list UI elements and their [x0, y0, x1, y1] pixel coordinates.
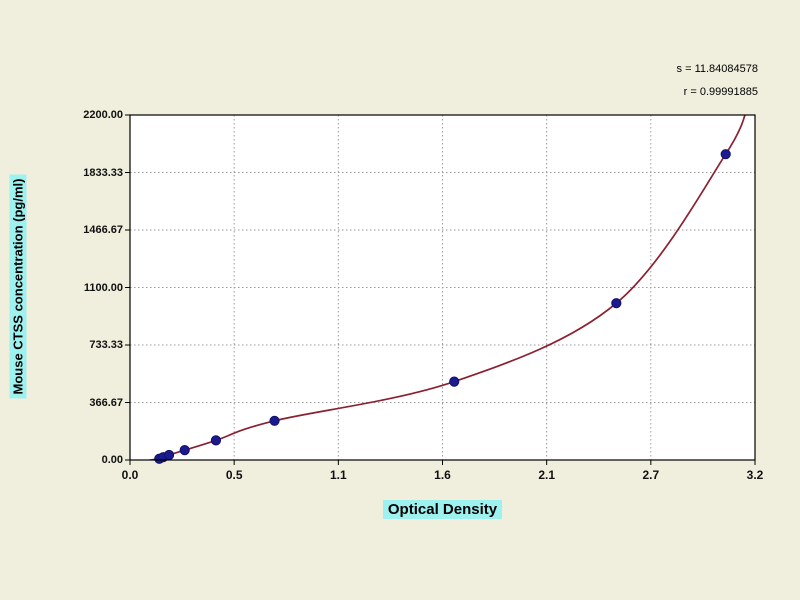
- x-tick-label: 2.1: [538, 468, 555, 482]
- fit-statistics: s = 11.84084578 r = 0.99991885: [677, 58, 758, 104]
- data-point: [179, 445, 190, 456]
- y-tick-label: 1466.67: [83, 224, 123, 236]
- x-tick-label: 0.0: [121, 468, 139, 482]
- y-tick-label: 1833.33: [83, 166, 123, 179]
- data-point: [611, 298, 622, 309]
- gridlines: [130, 115, 755, 460]
- y-tick-label: 733.33: [89, 339, 123, 351]
- x-tick-label: 1.6: [434, 468, 451, 482]
- x-tick-label: 0.5: [225, 468, 243, 482]
- y-tick-label: 2200.00: [83, 109, 123, 121]
- data-point: [210, 435, 222, 446]
- y-tick-label: 1100.00: [83, 281, 123, 294]
- stat-r-value: r = 0.99991885: [683, 86, 758, 98]
- x-tick-label: 1.1: [329, 468, 347, 482]
- y-tick-label: 0.00: [101, 454, 123, 466]
- x-tick-label: 2.7: [642, 468, 660, 482]
- y-tick-label: 366.67: [89, 396, 123, 409]
- plot-border: [129, 114, 756, 461]
- x-tick-label: 3.2: [746, 468, 764, 482]
- data-point: [163, 449, 175, 461]
- axis-tick-marks: [125, 114, 756, 465]
- data-point: [449, 376, 460, 387]
- data-point: [720, 149, 731, 160]
- x-axis-title-wrap: Optical Density: [130, 500, 755, 519]
- stat-s-value: s = 11.84084578: [676, 63, 758, 75]
- x-axis-title: Optical Density: [382, 500, 503, 519]
- data-point: [269, 415, 280, 426]
